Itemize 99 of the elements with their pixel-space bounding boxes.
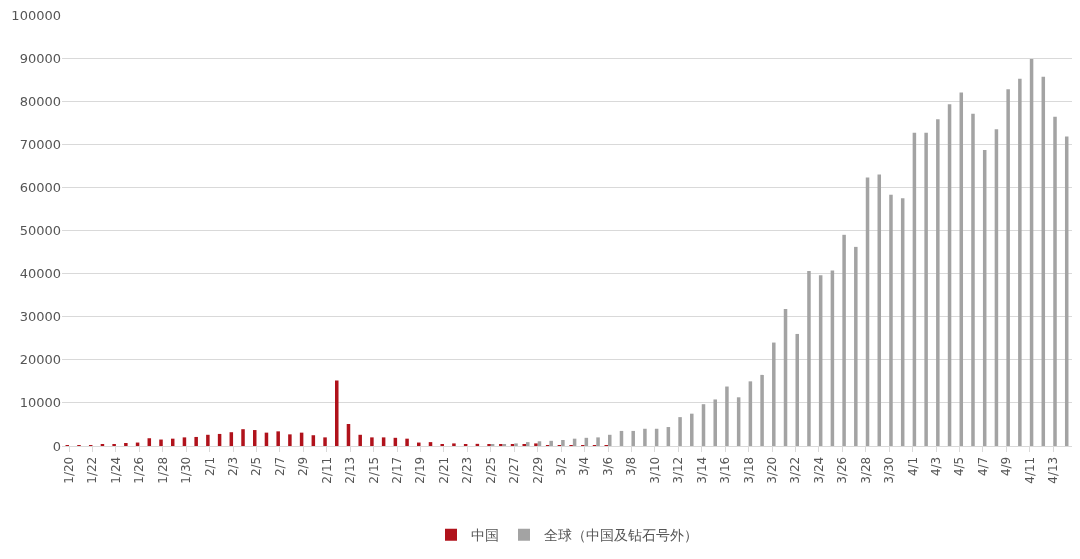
- x-tick-label: 2/13: [343, 456, 358, 484]
- bar: [381, 437, 386, 446]
- bar: [690, 413, 694, 446]
- bar: [1053, 116, 1057, 446]
- bar: [795, 333, 799, 446]
- x-tick-label: 1/28: [155, 456, 170, 484]
- bar: [936, 119, 940, 446]
- x-tick-label: 1/26: [132, 456, 147, 484]
- x-tick-label: 4/5: [952, 456, 967, 477]
- x-tick-label: 4/9: [999, 456, 1014, 477]
- bar: [1006, 89, 1010, 446]
- x-tick-label: 1/24: [108, 456, 123, 484]
- bar: [206, 434, 210, 446]
- bar: [323, 437, 327, 446]
- x-tick-label: 3/4: [577, 456, 592, 477]
- x-tick-label: 3/10: [647, 456, 662, 484]
- x-tick-label: 2/5: [249, 456, 264, 477]
- x-tick-label: 2/15: [366, 456, 381, 484]
- bar: [276, 431, 280, 446]
- x-tick-label: 3/2: [554, 456, 569, 477]
- bar: [971, 113, 975, 446]
- bar: [678, 417, 682, 446]
- bar: [725, 386, 729, 446]
- bar: [405, 438, 409, 446]
- bar: [1018, 78, 1022, 446]
- bar: [772, 342, 776, 446]
- x-tick-label: 4/13: [1046, 456, 1061, 484]
- x-tick-label: 2/3: [225, 456, 240, 477]
- bar: [631, 430, 635, 446]
- bar: [854, 246, 858, 446]
- bar: [608, 434, 612, 446]
- x-tick-label: 3/12: [671, 456, 686, 484]
- x-tick-label: 3/8: [624, 456, 639, 477]
- bar: [124, 442, 128, 446]
- x-tick-label: 3/6: [600, 456, 615, 477]
- x-tick-label: 3/22: [788, 456, 803, 484]
- bar: [549, 440, 553, 446]
- bar: [924, 132, 928, 446]
- x-tick-label: 3/20: [764, 456, 779, 484]
- x-tick-label: 3/24: [811, 456, 826, 484]
- x-tick-label: 3/16: [718, 456, 733, 484]
- x-tick-label: 2/29: [530, 456, 545, 484]
- y-tick-label: 30000: [19, 309, 61, 325]
- x-tick-label: 2/7: [272, 456, 287, 477]
- x-tick-label: 2/21: [436, 456, 451, 484]
- bar: [713, 399, 717, 446]
- x-tick-label: 3/30: [882, 456, 897, 484]
- x-tick-label: 3/14: [694, 456, 709, 484]
- bar: [596, 437, 600, 446]
- bar: [288, 434, 292, 446]
- x-tick-label: 3/26: [835, 456, 850, 484]
- x-tick-label: 2/23: [460, 456, 475, 484]
- y-tick-label: 90000: [19, 50, 61, 66]
- bar: [842, 234, 846, 446]
- x-tick-label: 2/11: [319, 456, 334, 484]
- x-tick-label: 4/11: [1022, 456, 1037, 484]
- x-tick-label: 3/28: [858, 456, 873, 484]
- bar: [534, 443, 538, 446]
- bar: [335, 380, 339, 446]
- bar: [525, 442, 530, 446]
- bar: [194, 436, 198, 446]
- bar: [182, 437, 187, 446]
- x-tick-label: 1/20: [61, 456, 76, 484]
- x-tick-label: 2/17: [390, 456, 404, 484]
- bar: [561, 439, 565, 446]
- y-tick-label: 50000: [19, 223, 61, 239]
- bar: [889, 194, 893, 446]
- bar: [370, 437, 374, 446]
- x-tick-label: 3/18: [741, 456, 756, 484]
- bar: [159, 439, 163, 446]
- legend-label: 全球（中国及钻石号外）: [544, 527, 698, 544]
- bar: [252, 430, 257, 446]
- y-tick-label: 40000: [19, 266, 61, 282]
- bar: [807, 271, 811, 446]
- y-tick-label: 10000: [19, 395, 61, 411]
- bar: [514, 443, 518, 446]
- y-tick-label: 100000: [11, 7, 61, 23]
- y-tick-label: 80000: [19, 93, 61, 109]
- x-tick-label: 2/19: [413, 456, 428, 484]
- x-tick-label: 4/1: [905, 456, 920, 477]
- x-tick-label: 2/1: [202, 456, 217, 477]
- bar: [358, 434, 362, 446]
- y-tick-label: 20000: [19, 352, 61, 368]
- x-tick-label: 4/7: [975, 456, 990, 477]
- x-tick-label: 1/30: [179, 456, 194, 484]
- bar: [452, 443, 456, 446]
- bar: [643, 428, 647, 446]
- x-tick-label: 4/3: [928, 456, 943, 477]
- y-tick-label: 60000: [19, 179, 61, 195]
- y-tick-label: 0: [52, 438, 61, 454]
- x-tick-label: 2/27: [507, 456, 522, 484]
- bar: [417, 442, 421, 446]
- x-tick-label: 2/25: [483, 456, 498, 484]
- x-tick-label: 2/9: [296, 456, 311, 477]
- legend-label: 中国: [471, 527, 499, 544]
- bar: [241, 429, 245, 446]
- bar: [760, 374, 764, 446]
- x-tick-label: 1/22: [85, 456, 100, 484]
- y-tick-label: 70000: [19, 136, 61, 152]
